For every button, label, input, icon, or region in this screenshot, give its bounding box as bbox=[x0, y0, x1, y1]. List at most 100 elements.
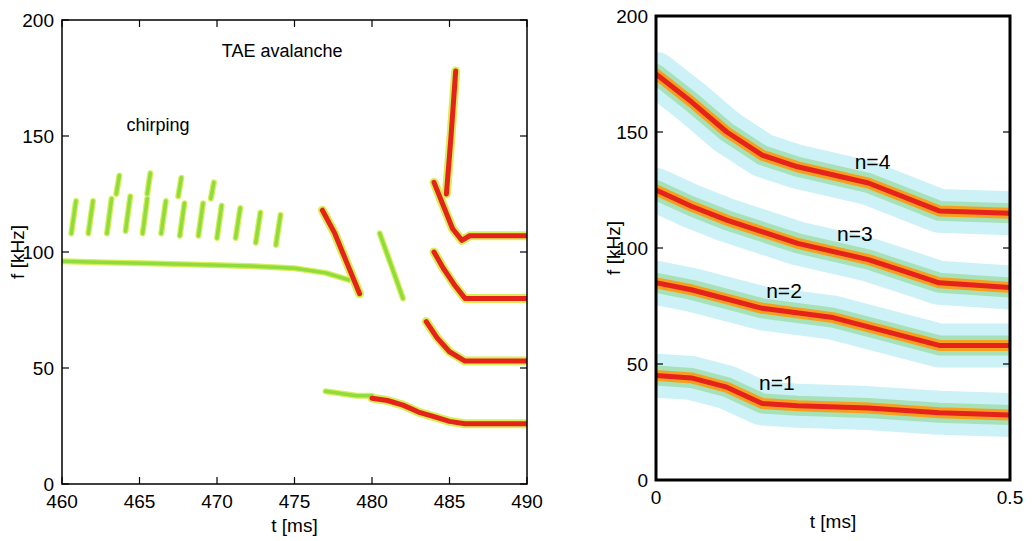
x-tick bbox=[61, 20, 62, 27]
mode-halo bbox=[656, 376, 1010, 415]
mode-halo bbox=[656, 74, 1010, 213]
y-tick-label: 150 bbox=[616, 122, 648, 143]
mode-trace bbox=[116, 173, 214, 199]
panel: 00.5050100150200t [ms]f [kHz]n=1n=2n=3n=… bbox=[603, 6, 1023, 532]
x-tick-label: 490 bbox=[511, 491, 543, 512]
mode-trace bbox=[62, 261, 349, 280]
y-tick bbox=[520, 483, 527, 484]
streak-halo bbox=[380, 233, 403, 298]
x-tick bbox=[294, 477, 295, 484]
mode-trace bbox=[326, 391, 373, 396]
streak-halo bbox=[71, 196, 280, 245]
y-tick bbox=[62, 367, 69, 368]
mode-trace bbox=[426, 322, 527, 361]
mode-trace bbox=[434, 182, 527, 240]
plot-background bbox=[656, 16, 1010, 480]
streak-halo bbox=[326, 391, 373, 396]
figure: 460465470475480485490050100150200t [ms]f… bbox=[0, 0, 1035, 541]
x-tick-label: 470 bbox=[201, 491, 233, 512]
y-tick bbox=[1003, 479, 1010, 480]
y-tick-label: 50 bbox=[627, 354, 648, 375]
streak-halo bbox=[372, 398, 527, 424]
streak-halo bbox=[426, 322, 527, 361]
mode-halo bbox=[656, 74, 1010, 213]
mode-halo bbox=[656, 74, 1010, 213]
y-tick bbox=[656, 131, 663, 132]
annotation: TAE avalanche bbox=[222, 41, 343, 61]
y-tick bbox=[1003, 247, 1010, 248]
plot-frame bbox=[656, 16, 1010, 480]
x-tick bbox=[449, 20, 450, 27]
y-tick-label: 200 bbox=[22, 10, 54, 31]
x-tick bbox=[526, 477, 527, 484]
mode-trace bbox=[434, 252, 527, 298]
mode-label: n=1 bbox=[759, 371, 795, 394]
x-tick-label: 0.5 bbox=[997, 487, 1023, 508]
x-tick bbox=[655, 16, 656, 23]
x-tick bbox=[526, 20, 527, 27]
x-tick bbox=[371, 20, 372, 27]
mode-trace bbox=[656, 190, 1010, 287]
x-tick bbox=[61, 477, 62, 484]
mode-trace bbox=[380, 233, 403, 298]
y-tick bbox=[520, 251, 527, 252]
y-tick bbox=[62, 19, 69, 20]
y-tick bbox=[1003, 15, 1010, 16]
streak-halo bbox=[62, 261, 349, 280]
mode-trace bbox=[71, 196, 280, 245]
x-tick bbox=[216, 20, 217, 27]
mode-halo bbox=[656, 376, 1010, 415]
y-tick bbox=[520, 135, 527, 136]
mode-label: n=4 bbox=[855, 150, 891, 173]
x-tick-label: 475 bbox=[279, 491, 311, 512]
x-tick bbox=[449, 477, 450, 484]
mode-trace bbox=[656, 283, 1010, 346]
y-tick bbox=[1003, 131, 1010, 132]
x-tick bbox=[371, 477, 372, 484]
x-tick bbox=[139, 477, 140, 484]
marks bbox=[62, 71, 527, 424]
y-tick bbox=[62, 251, 69, 252]
y-tick bbox=[520, 19, 527, 20]
mode-label: n=3 bbox=[837, 222, 873, 245]
y-tick bbox=[656, 15, 663, 16]
x-tick-label: 480 bbox=[356, 491, 388, 512]
x-tick bbox=[1009, 473, 1010, 480]
mode-trace bbox=[372, 398, 527, 424]
mode-trace bbox=[446, 71, 455, 194]
x-tick-label: 465 bbox=[124, 491, 156, 512]
mode-trace bbox=[656, 376, 1010, 415]
y-tick bbox=[62, 483, 69, 484]
x-axis-title: t [ms] bbox=[810, 511, 856, 532]
x-tick-label: 0 bbox=[651, 487, 662, 508]
y-tick-label: 200 bbox=[616, 6, 648, 27]
y-tick-label: 50 bbox=[33, 358, 54, 379]
y-tick bbox=[656, 247, 663, 248]
plot-frame bbox=[62, 20, 527, 484]
mode-label: n=2 bbox=[766, 279, 802, 302]
streak-halo bbox=[446, 71, 455, 194]
marks bbox=[656, 74, 1010, 415]
x-tick-label: 485 bbox=[434, 491, 466, 512]
x-axis-title: t [ms] bbox=[271, 515, 317, 536]
x-tick bbox=[216, 477, 217, 484]
y-tick bbox=[656, 363, 663, 364]
x-tick bbox=[1009, 16, 1010, 23]
x-tick bbox=[139, 20, 140, 27]
plot-background bbox=[62, 20, 527, 484]
streak-halo bbox=[434, 252, 527, 298]
y-axis-title: f [kHz] bbox=[7, 225, 28, 279]
y-tick bbox=[1003, 363, 1010, 364]
mode-halo bbox=[656, 376, 1010, 415]
y-tick bbox=[520, 367, 527, 368]
mode-trace bbox=[322, 210, 359, 294]
streak-halo bbox=[322, 210, 359, 294]
y-tick-label: 0 bbox=[637, 470, 648, 491]
mode-trace bbox=[656, 74, 1010, 213]
y-tick-label: 150 bbox=[22, 126, 54, 147]
y-tick bbox=[656, 479, 663, 480]
y-tick-label: 0 bbox=[43, 474, 54, 495]
panel: 460465470475480485490050100150200t [ms]f… bbox=[7, 10, 543, 536]
y-axis-title: f [kHz] bbox=[603, 221, 624, 275]
annotation: chirping bbox=[127, 115, 190, 135]
